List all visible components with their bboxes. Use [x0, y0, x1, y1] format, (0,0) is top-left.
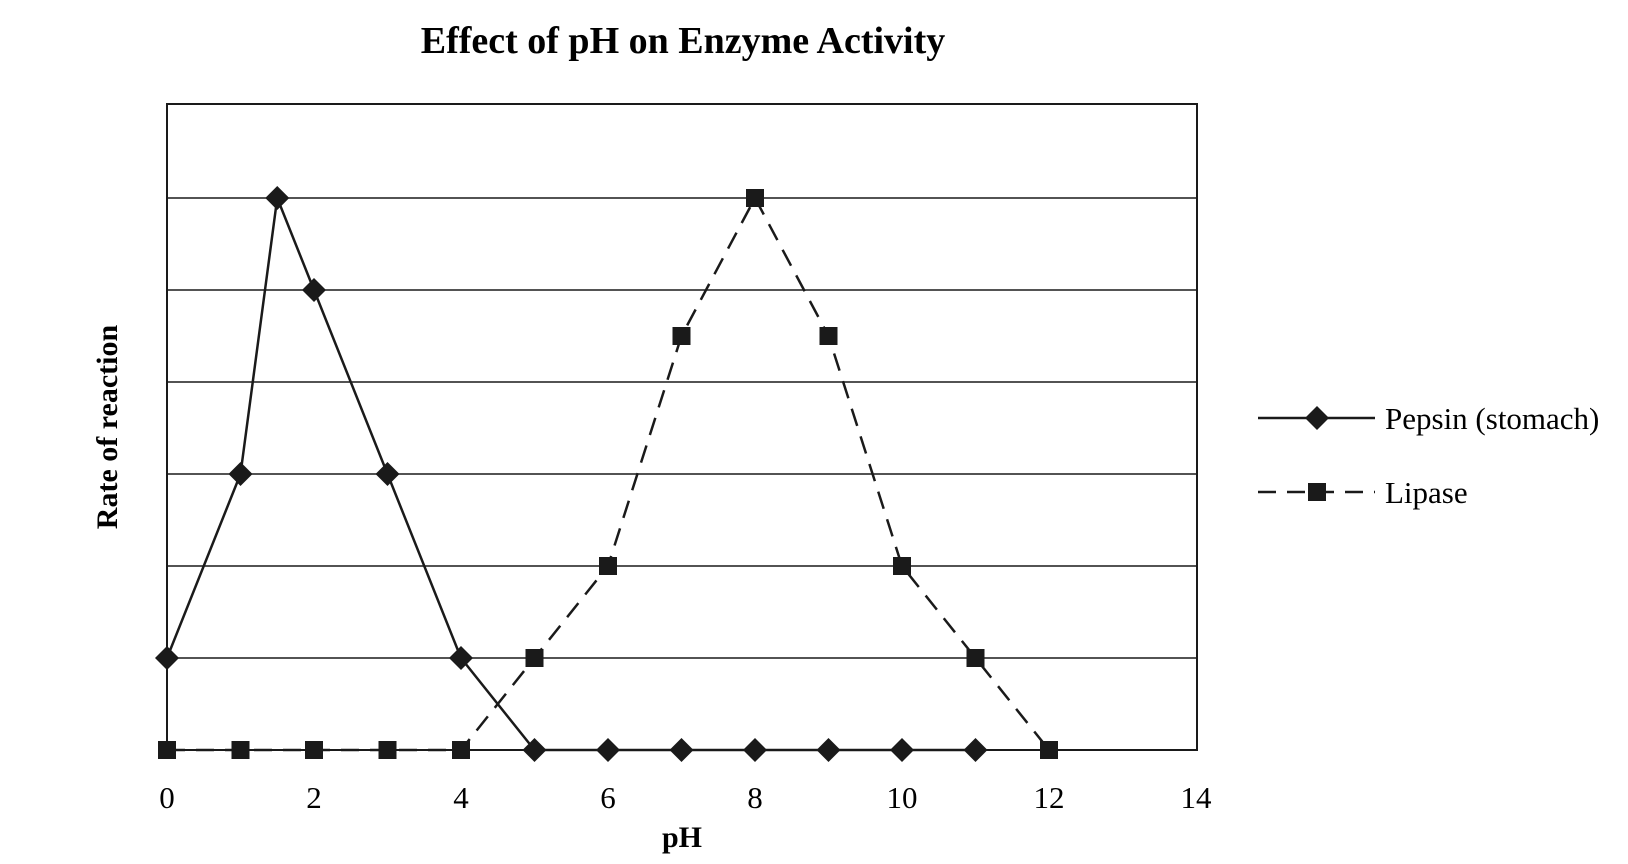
data-point-pepsin-ph-8: [743, 738, 767, 762]
data-point-lipase-ph-6: [599, 557, 617, 575]
x-tick-label-4: 4: [453, 780, 469, 815]
data-point-lipase-ph-1: [231, 741, 250, 759]
data-point-pepsin-ph-5: [522, 738, 547, 762]
y-axis-label: Rate of reaction: [91, 324, 124, 529]
data-point-lipase-ph-10: [893, 557, 911, 575]
data-point-lipase-ph-2: [305, 741, 323, 759]
data-point-pepsin-ph-11: [963, 738, 988, 762]
data-point-lipase-ph-3: [378, 741, 397, 759]
data-point-lipase-ph-9: [819, 327, 838, 345]
data-point-lipase-ph-7: [672, 327, 691, 345]
data-point-lipase-ph-12: [1040, 741, 1058, 759]
x-tick-labels: 0 2 4 6 8 10 12 14: [159, 780, 1212, 815]
data-point-lipase-ph-0: [158, 741, 176, 759]
data-point-pepsin-ph-3: [375, 462, 400, 486]
data-point-lipase-ph-4: [452, 741, 470, 759]
legend-label-pepsin: Pepsin (stomach): [1385, 401, 1599, 436]
x-tick-label-10: 10: [887, 780, 918, 815]
x-axis-label: pH: [662, 821, 702, 854]
gridlines: [167, 197, 1197, 659]
legend: Pepsin (stomach) Lipase: [1258, 401, 1599, 510]
legend-label-lipase: Lipase: [1385, 475, 1468, 510]
legend-marker-pepsin: [1305, 406, 1329, 430]
data-point-pepsin-ph-1: [228, 462, 253, 486]
data-point-pepsin-ph-6: [596, 738, 620, 762]
data-point-pepsin-ph-1_5: [265, 186, 290, 210]
chart-title: Effect of pH on Enzyme Activity: [421, 20, 946, 62]
x-tick-label-6: 6: [600, 780, 616, 815]
data-point-pepsin-ph-0: [155, 646, 179, 670]
series-markers: [155, 186, 1058, 762]
x-tick-label-14: 14: [1181, 780, 1213, 815]
data-point-lipase-ph-11: [966, 649, 985, 667]
data-point-pepsin-ph-7: [669, 738, 694, 762]
x-tick-label-2: 2: [306, 780, 322, 815]
data-point-pepsin-ph-10: [890, 738, 914, 762]
plot-area-frame: [166, 103, 1198, 751]
data-point-lipase-ph-5: [525, 649, 544, 667]
data-point-lipase-ph-8: [746, 189, 764, 207]
data-point-pepsin-ph-2: [302, 278, 326, 302]
legend-marker-lipase: [1308, 483, 1326, 501]
data-point-pepsin-ph-4: [449, 646, 473, 670]
x-tick-label-12: 12: [1034, 780, 1065, 815]
data-point-pepsin-ph-9: [816, 738, 841, 762]
x-tick-label-8: 8: [747, 780, 763, 815]
x-tick-label-0: 0: [159, 780, 175, 815]
